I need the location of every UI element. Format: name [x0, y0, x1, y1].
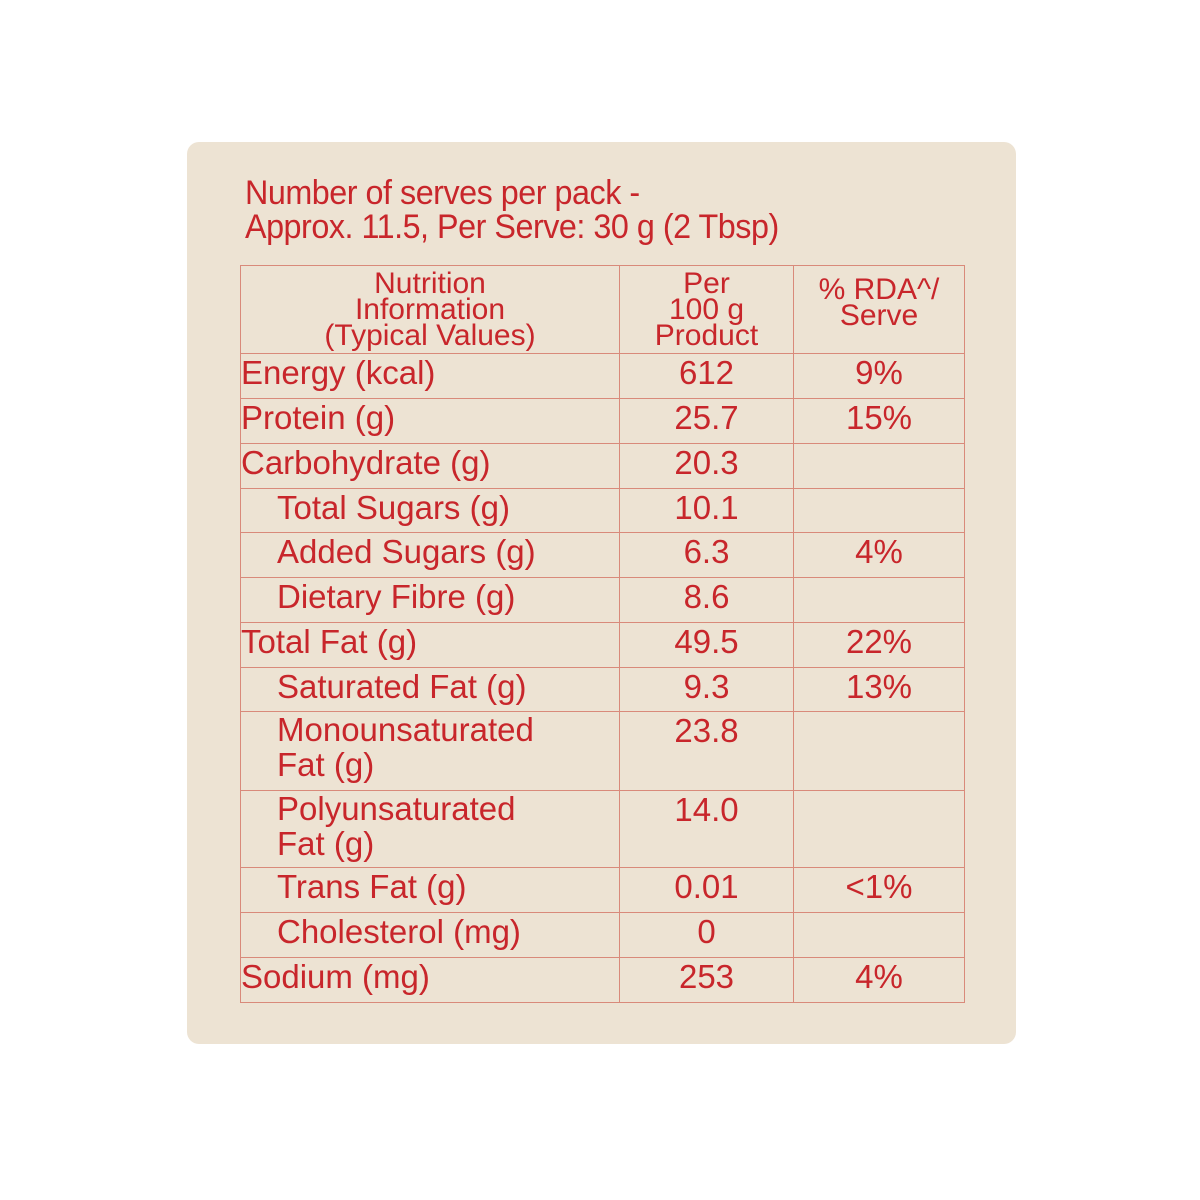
- header-nutrition-info: Nutrition Information (Typical Values): [240, 265, 620, 354]
- table-row: Energy (kcal) 612 9%: [240, 353, 965, 399]
- table-row: Cholesterol (mg) 0: [240, 912, 965, 958]
- nutrient-label-line: Fat (g): [277, 825, 375, 862]
- nutrient-label: Added Sugars (g): [240, 532, 620, 578]
- rda-value: 4%: [793, 532, 965, 578]
- per-100g-value: 25.7: [619, 398, 794, 444]
- table-row: Polyunsaturated Fat (g) 14.0: [240, 790, 965, 868]
- table-row: Protein (g) 25.7 15%: [240, 398, 965, 444]
- rda-value: [793, 443, 965, 489]
- nutrient-label: Energy (kcal): [240, 353, 620, 399]
- rda-value: 15%: [793, 398, 965, 444]
- rda-value: [793, 577, 965, 623]
- rda-value: <1%: [793, 867, 965, 913]
- header-line: % RDA^/: [818, 272, 940, 306]
- nutrient-label: Trans Fat (g): [240, 867, 620, 913]
- table-row: Sodium (mg) 253 4%: [240, 957, 965, 1003]
- nutrient-label: Protein (g): [240, 398, 620, 444]
- per-100g-value: 612: [619, 353, 794, 399]
- table-row: Total Fat (g) 49.5 22%: [240, 622, 965, 668]
- nutrient-label: Dietary Fibre (g): [240, 577, 620, 623]
- nutrient-label: Cholesterol (mg): [240, 912, 620, 958]
- table-row: Added Sugars (g) 6.3 4%: [240, 532, 965, 578]
- nutrition-table: Nutrition Information (Typical Values) P…: [240, 265, 965, 1003]
- per-100g-value: 49.5: [619, 622, 794, 668]
- rda-value: 9%: [793, 353, 965, 399]
- per-100g-value: 0: [619, 912, 794, 958]
- per-100g-value: 8.6: [619, 577, 794, 623]
- nutrient-label: Polyunsaturated Fat (g): [240, 790, 620, 868]
- header-row: Nutrition Information (Typical Values) P…: [240, 265, 965, 354]
- nutrient-label: Carbohydrate (g): [240, 443, 620, 489]
- table-row: Monounsaturated Fat (g) 23.8: [240, 711, 965, 791]
- per-100g-value: 23.8: [619, 711, 794, 791]
- nutrient-label: Saturated Fat (g): [240, 667, 620, 712]
- nutrient-label-line: Fat (g): [277, 746, 375, 783]
- table-row: Trans Fat (g) 0.01 <1%: [240, 867, 965, 913]
- rda-value: [793, 790, 965, 868]
- nutrient-label-line: Monounsaturated: [277, 711, 534, 748]
- nutrient-label: Sodium (mg): [240, 957, 620, 1003]
- rda-value: 4%: [793, 957, 965, 1003]
- header-line: Product: [654, 318, 759, 352]
- nutrient-label: Total Fat (g): [240, 622, 620, 668]
- nutrient-label-line: Polyunsaturated: [277, 790, 516, 827]
- serving-info-line2: Approx. 11.5, Per Serve: 30 g (2 Tbsp): [245, 208, 779, 246]
- per-100g-value: 6.3: [619, 532, 794, 578]
- header-rda: % RDA^/ Serve: [793, 265, 965, 354]
- header-line: 100 g: [668, 292, 745, 326]
- serving-info: Number of serves per pack - Approx. 11.5…: [245, 176, 929, 244]
- header-line: Nutrition: [374, 266, 486, 300]
- table-row: Total Sugars (g) 10.1: [240, 488, 965, 533]
- serving-info-line1: Number of serves per pack -: [245, 174, 640, 212]
- rda-value: 22%: [793, 622, 965, 668]
- table-row: Saturated Fat (g) 9.3 13%: [240, 667, 965, 712]
- table-row: Dietary Fibre (g) 8.6: [240, 577, 965, 623]
- per-100g-value: 9.3: [619, 667, 794, 712]
- rda-value: [793, 488, 965, 533]
- per-100g-value: 0.01: [619, 867, 794, 913]
- nutrient-label: Total Sugars (g): [240, 488, 620, 533]
- header-per-100g: Per 100 g Product: [619, 265, 794, 354]
- per-100g-value: 20.3: [619, 443, 794, 489]
- header-line: (Typical Values): [324, 318, 536, 352]
- rda-value: [793, 711, 965, 791]
- per-100g-value: 10.1: [619, 488, 794, 533]
- header-line: Serve: [839, 298, 919, 332]
- header-line: Information: [354, 292, 506, 326]
- rda-value: [793, 912, 965, 958]
- nutrient-label: Monounsaturated Fat (g): [240, 711, 620, 791]
- rda-value: 13%: [793, 667, 965, 712]
- header-line: Per: [683, 266, 730, 300]
- per-100g-value: 253: [619, 957, 794, 1003]
- per-100g-value: 14.0: [619, 790, 794, 868]
- table-row: Carbohydrate (g) 20.3: [240, 443, 965, 489]
